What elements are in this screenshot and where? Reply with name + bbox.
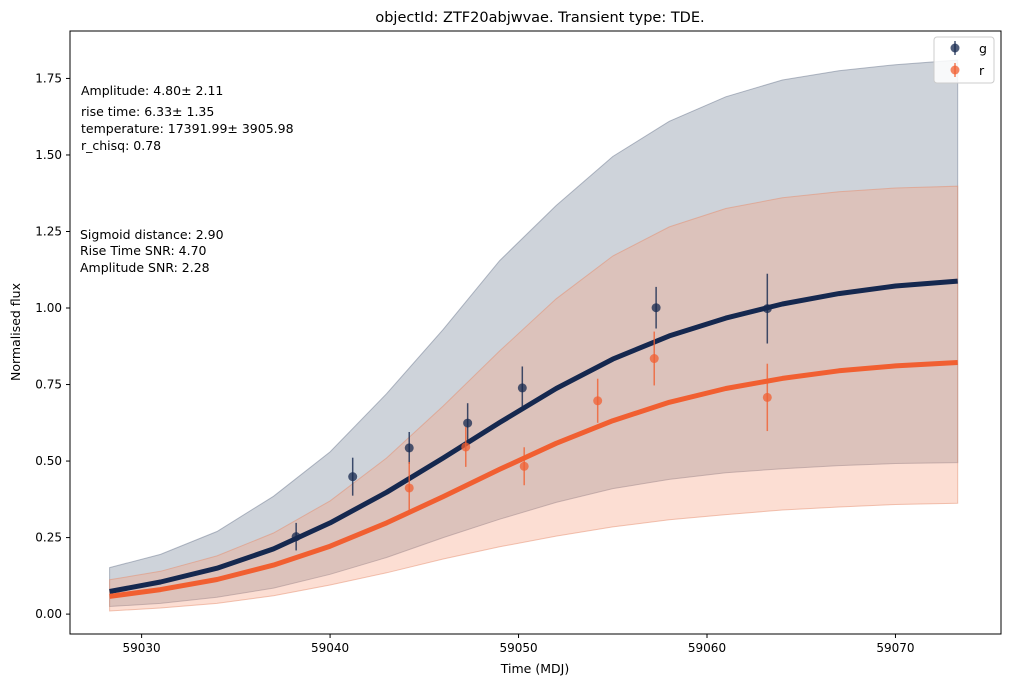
data-point-r <box>649 331 659 386</box>
marker-g <box>404 443 414 453</box>
marker-g <box>463 418 473 428</box>
data-point-r <box>593 378 603 423</box>
marker-r <box>762 392 772 402</box>
marker-r <box>649 354 659 364</box>
x-tick-label: 59060 <box>688 641 726 655</box>
annotation-sigmoid-distance: Sigmoid distance: 2.90 <box>80 227 224 242</box>
marker-g <box>651 303 661 313</box>
fit-curve-r <box>109 360 958 599</box>
fit-params-annotation: Amplitude: 4.80± 2.11 rise time: 6.33± 1… <box>81 83 294 153</box>
fit-curve-g <box>109 278 958 594</box>
data-point-g <box>404 431 414 464</box>
y-tick-label: 0.25 <box>35 531 62 545</box>
metrics-annotation: Sigmoid distance: 2.90 Rise Time SNR: 4.… <box>80 227 224 275</box>
annotation-amplitude-snr: Amplitude SNR: 2.28 <box>80 260 210 275</box>
legend-entry-g: g <box>950 41 987 56</box>
data-point-g <box>463 403 473 443</box>
y-tick-label: 1.00 <box>35 301 62 315</box>
y-tick-label: 1.75 <box>35 71 62 85</box>
data-point-r <box>519 447 529 486</box>
annotation-temperature: temperature: 17391.99± 3905.98 <box>81 121 294 136</box>
annotation-amplitude: Amplitude: 4.80± 2.11 <box>81 83 223 98</box>
legend-r-label: r <box>979 63 985 78</box>
x-axis-label: Time (MDJ) <box>500 661 569 676</box>
y-axis-label: Normalised flux <box>8 283 23 381</box>
legend-entry-r: r <box>950 63 985 78</box>
y-tick-label: 0.00 <box>35 607 62 621</box>
marker-r <box>519 461 529 471</box>
y-axis: 0.00 0.25 0.50 0.75 1.00 1.25 1.50 1.75 <box>35 71 70 621</box>
uncertainty-band-r <box>109 185 959 612</box>
marker-g <box>348 472 358 482</box>
y-tick-label: 1.50 <box>35 148 62 162</box>
marker-g <box>762 304 772 314</box>
y-tick-label: 0.75 <box>35 378 62 392</box>
x-tick-label: 59050 <box>499 641 537 655</box>
annotation-rise-time-snr: Rise Time SNR: 4.70 <box>80 243 207 258</box>
x-tick-label: 59030 <box>123 641 161 655</box>
data-point-r <box>762 363 772 432</box>
x-axis: 59030 59040 59050 59060 59070 <box>123 634 915 655</box>
annotation-r-chisq: r_chisq: 0.78 <box>81 138 161 153</box>
x-tick-label: 59070 <box>876 641 914 655</box>
legend-r-marker <box>950 65 960 75</box>
legend-g-marker <box>950 43 960 53</box>
data-point-g <box>348 457 358 496</box>
data-point-r <box>404 461 414 515</box>
axes-frame <box>69 30 1002 635</box>
marker-r <box>593 396 603 406</box>
marker-r <box>404 483 414 493</box>
data-point-g <box>517 366 527 410</box>
marker-g <box>291 532 301 542</box>
marker-r <box>461 442 471 452</box>
annotation-rise-time: rise time: 6.33± 1.35 <box>81 104 214 119</box>
y-tick-label: 1.25 <box>35 224 62 238</box>
data-point-g <box>291 522 301 551</box>
marker-g <box>517 383 527 393</box>
data-point-g <box>762 273 772 344</box>
data-point-r <box>461 427 471 467</box>
data-point-g <box>651 286 661 329</box>
legend-g-label: g <box>979 41 987 56</box>
y-tick-label: 0.50 <box>35 454 62 468</box>
legend-box <box>933 36 995 84</box>
plot-area <box>109 59 959 612</box>
x-tick-label: 59040 <box>311 641 349 655</box>
chart-title: objectId: ZTF20abjwvae. Transient type: … <box>375 10 704 26</box>
legend: g r <box>933 36 995 84</box>
